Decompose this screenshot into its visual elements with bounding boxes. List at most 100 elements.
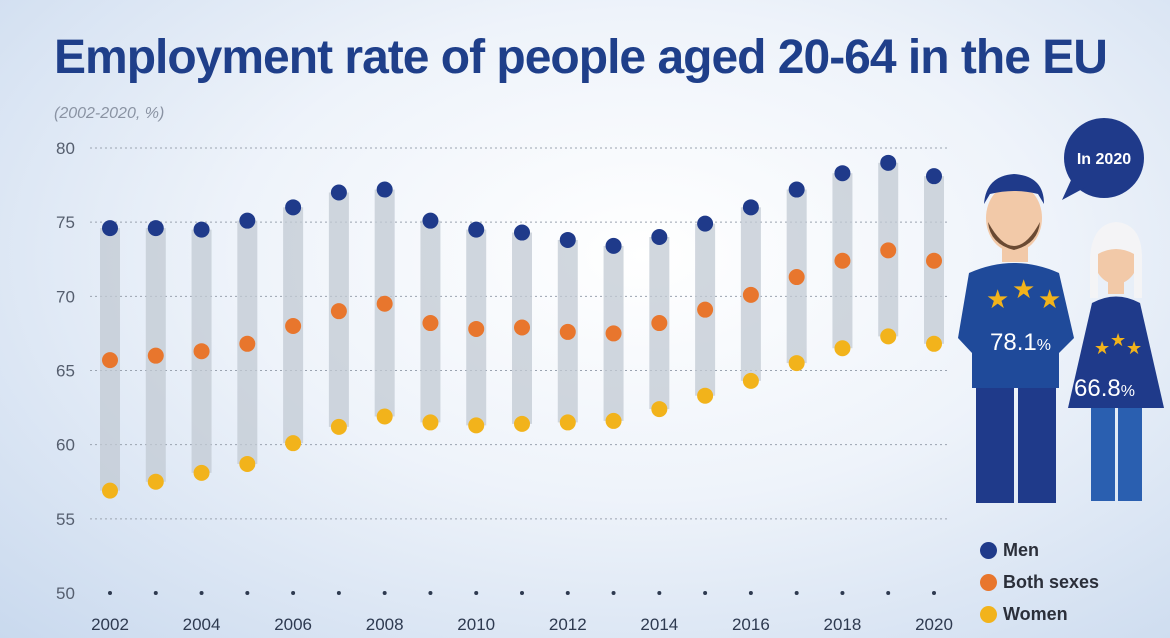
x-tick-label: 2020 [915,615,953,632]
point-women-2015 [697,387,714,404]
y-tick-label: 80 [56,139,75,158]
baseline-dot [108,591,112,595]
legend-label-both: Both sexes [1003,571,1100,592]
callout-label: In 2020 [1077,151,1131,168]
point-women-2011 [514,415,530,432]
x-tick-label: 2010 [457,615,495,632]
baseline-dot [794,591,799,595]
point-women-2003 [147,473,164,490]
point-men-2018 [834,165,851,182]
point-both-2012 [559,323,576,340]
baseline-dot [336,591,341,595]
point-women-2009 [422,414,439,431]
point-both-2014 [651,315,668,332]
legend-swatch-women [980,605,997,623]
baseline-dot [428,591,433,595]
point-both-2020 [926,252,942,269]
point-women-2019 [880,328,897,345]
baseline-dot [748,591,753,595]
legend-label-men: Men [1003,539,1039,560]
legend-swatch-both [980,573,997,591]
point-both-2002 [102,352,118,369]
svg-text:★: ★ [1110,330,1126,350]
point-both-2019 [880,242,897,259]
point-women-2012 [559,414,576,431]
baseline-dot [611,591,616,595]
svg-text:★: ★ [1012,274,1035,304]
baseline-dot [520,591,524,595]
baseline-dot [199,591,204,595]
svg-text:★: ★ [1126,338,1142,358]
point-both-2005 [239,335,256,352]
point-women-2007 [330,418,347,435]
baseline-dot [932,591,936,595]
legend-item-women: Women [980,598,1099,630]
y-tick-label: 65 [56,362,75,381]
point-both-2013 [605,325,622,342]
point-women-2002 [102,482,118,499]
point-women-2013 [605,412,622,429]
point-men-2016 [742,199,759,216]
point-both-2008 [376,295,393,312]
point-both-2004 [193,343,210,360]
point-men-2020 [926,168,942,185]
point-men-2019 [880,154,897,171]
baseline-dot [153,591,158,595]
y-tick-label: 70 [56,287,75,306]
legend: Men Both sexes Women [980,534,1099,630]
legend-item-both: Both sexes [980,566,1099,598]
point-women-2008 [376,408,393,425]
women-2020-value: 66.8% [1074,375,1135,402]
x-axis-ticks: 2002 2004 2006 2008 2010 2012 2014 2016 2018 2020 [91,615,953,632]
baseline-dot [245,591,250,595]
point-men-2012 [559,231,576,248]
point-men-2007 [330,184,347,201]
point-men-2017 [788,181,805,198]
point-men-2005 [239,212,256,229]
point-women-2005 [239,455,256,472]
point-men-2011 [514,224,530,241]
y-axis-ticks: 50 55 60 65 70 75 80 [56,139,75,603]
baseline-dot [382,591,387,595]
point-men-2009 [422,212,439,229]
baseline-dot [474,591,479,595]
svg-text:★: ★ [986,284,1009,314]
svg-text:★: ★ [1038,284,1061,314]
point-men-2013 [605,237,622,254]
point-both-2017 [788,269,805,286]
x-tick-label: 2012 [549,615,587,632]
x-tick-label: 2008 [366,615,404,632]
woman-figure: ★ ★ ★ 66.8% [1068,222,1164,501]
point-men-2002 [102,220,118,237]
point-women-2016 [742,372,759,389]
baseline-dot [565,591,570,595]
point-both-2015 [697,301,714,318]
point-both-2003 [147,347,164,364]
point-men-2015 [697,215,714,232]
point-women-2010 [468,417,485,434]
chart-title: Employment rate of people aged 20-64 in … [54,31,1108,84]
point-men-2014 [651,229,668,245]
x-tick-label: 2004 [183,615,221,632]
point-both-2009 [422,315,439,332]
infographic-frame: Employment rate of people aged 20-64 in … [14,8,1164,632]
point-women-2006 [285,435,302,452]
point-men-2003 [147,220,164,237]
x-tick-label: 2016 [732,615,770,632]
x-tick-label: 2014 [640,615,678,632]
point-men-2010 [468,221,485,238]
man-figure: ★ ★ ★ 78.1% [958,174,1074,503]
point-women-2020 [926,335,942,352]
baseline-dot [291,591,296,595]
legend-label-women: Women [1003,603,1068,624]
data-points [102,154,942,499]
baseline-dot [703,591,708,595]
legend-swatch-men [980,541,997,559]
point-women-2004 [193,464,210,481]
point-both-2016 [742,286,759,303]
point-women-2018 [834,340,851,357]
y-tick-label: 75 [56,213,75,232]
x-tick-label: 2006 [274,615,312,632]
baseline-dot [886,591,891,595]
